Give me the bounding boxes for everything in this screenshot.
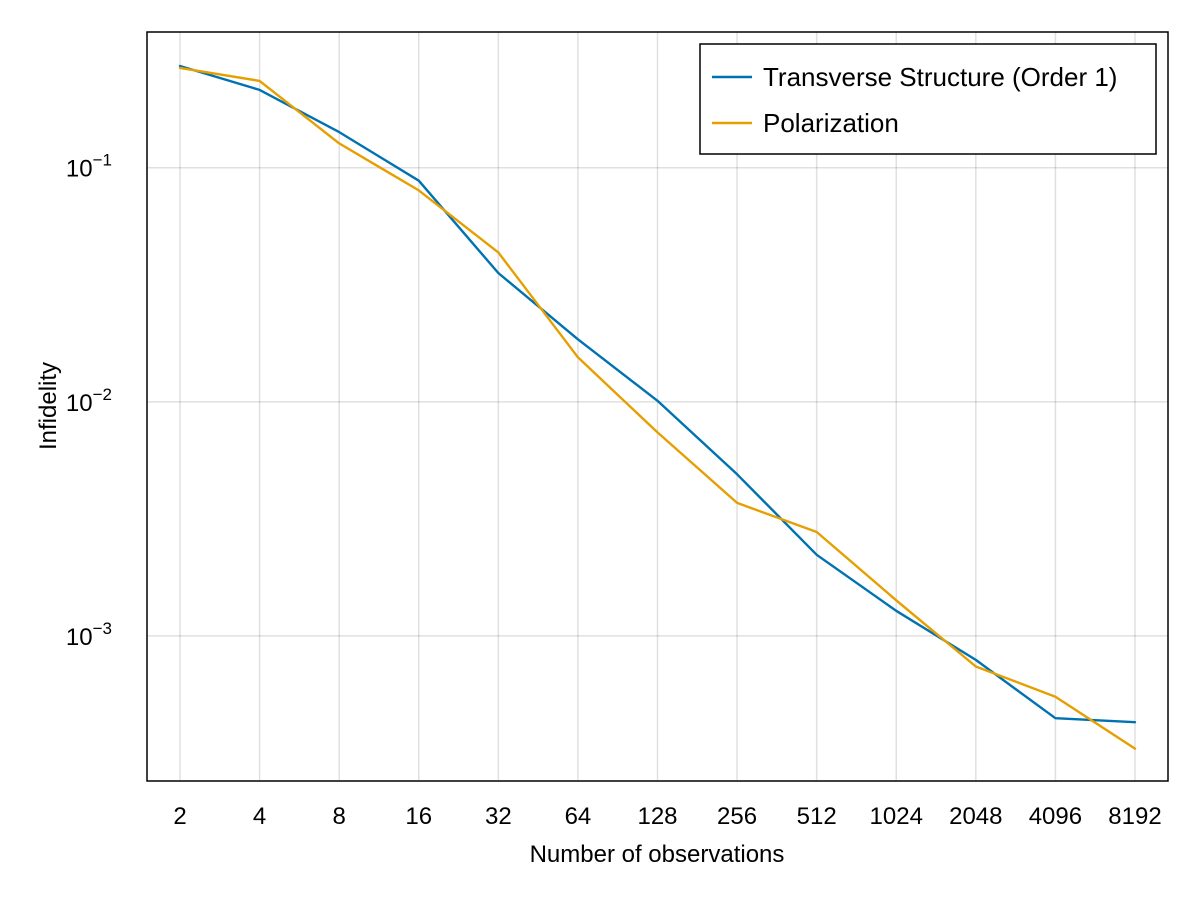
plot-frame	[146, 31, 1169, 782]
x-tick-label: 2	[173, 803, 186, 830]
x-tick-label: 512	[797, 803, 837, 830]
x-tick-label: 4096	[1029, 803, 1082, 830]
x-tick-label: 256	[717, 803, 757, 830]
x-tick-label: 8	[333, 803, 346, 830]
y-tick-label: 10−3	[66, 619, 112, 651]
legend: Transverse Structure (Order 1) Polarizati…	[699, 43, 1157, 155]
series-lines	[178, 64, 1137, 750]
x-tick-label: 4	[253, 803, 266, 830]
x-tick-label: 64	[565, 803, 592, 830]
x-tick-label: 32	[485, 803, 512, 830]
x-axis-label: Number of observations	[530, 841, 785, 868]
y-tick-exponent: −3	[93, 619, 112, 638]
series-line-0	[178, 64, 1137, 724]
y-tick-exponent: −1	[93, 151, 112, 170]
y-tick-base: 10	[66, 156, 93, 183]
series-line-1	[178, 66, 1137, 750]
legend-label: Polarization	[763, 108, 899, 138]
x-tick-label: 16	[405, 803, 432, 830]
x-tick-label: 1024	[870, 803, 923, 830]
x-tick-label: 8192	[1108, 803, 1161, 830]
y-tick-base: 10	[66, 390, 93, 417]
y-tick-base: 10	[66, 624, 93, 651]
y-axis-label: Infidelity	[35, 362, 62, 450]
grid	[147, 32, 1168, 781]
legend-label: Transverse Structure (Order 1)	[763, 62, 1117, 92]
x-tick-label: 2048	[949, 803, 1002, 830]
y-tick-exponent: −2	[93, 385, 112, 404]
y-tick-label: 10−1	[66, 151, 112, 183]
legend-box	[699, 43, 1157, 155]
x-axis-ticks: 2 4 8 16 32 64 128 256 512 1024 2048 4096 8192	[173, 803, 1161, 830]
y-tick-label: 10−2	[66, 385, 112, 417]
x-tick-label: 128	[637, 803, 677, 830]
y-axis-ticks: 10−110−210−3	[66, 151, 112, 651]
